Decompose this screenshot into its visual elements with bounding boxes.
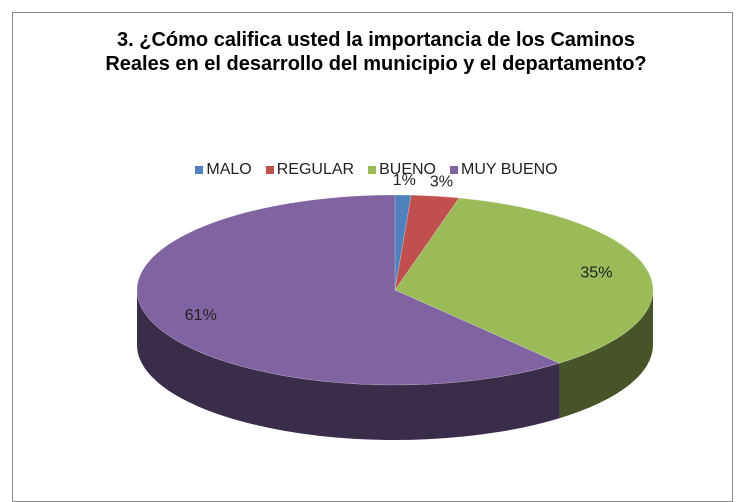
legend-item: BUENO <box>368 161 436 179</box>
legend-label: BUENO <box>379 161 436 178</box>
legend-swatch <box>368 166 377 174</box>
legend: MALO REGULAR BUENO MUY BUENO <box>0 161 753 179</box>
data-label: 61% <box>185 307 217 324</box>
legend-swatch <box>450 166 458 174</box>
legend-swatch <box>195 166 204 174</box>
slice-side <box>137 290 560 440</box>
slice <box>136 194 561 386</box>
chart-title: 3. ¿Cómo califica usted la importancia d… <box>105 29 647 75</box>
legend-swatch <box>265 166 274 174</box>
legend-item: MALO <box>195 161 252 179</box>
data-label: 3% <box>430 173 453 190</box>
legend-item: REGULAR <box>265 161 355 179</box>
legend-label: MUY BUENO <box>461 161 558 178</box>
legend-label: MALO <box>206 161 252 178</box>
legend-label: REGULAR <box>276 161 355 178</box>
data-label: 1% <box>393 172 416 189</box>
slice <box>394 194 412 291</box>
data-label: 35% <box>580 265 612 282</box>
slice <box>394 197 654 364</box>
slice <box>394 194 460 291</box>
slice-side <box>559 290 653 419</box>
legend-item: MUY BUENO <box>450 161 558 179</box>
